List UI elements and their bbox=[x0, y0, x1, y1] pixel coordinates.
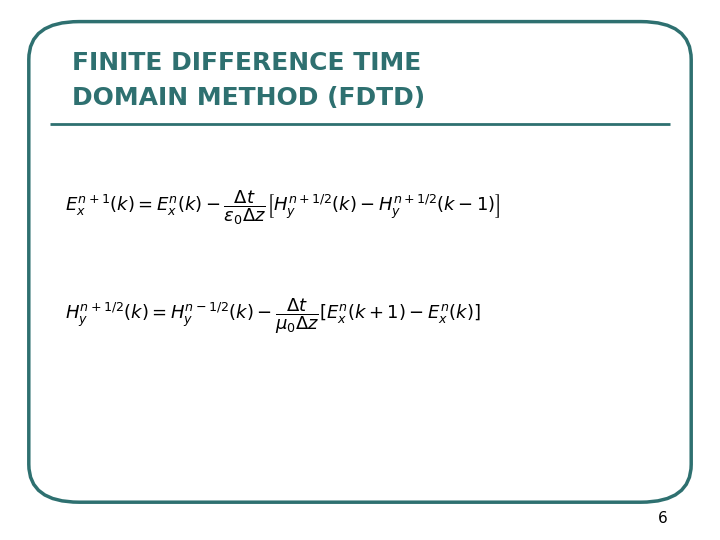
Text: FINITE DIFFERENCE TIME: FINITE DIFFERENCE TIME bbox=[72, 51, 421, 75]
Text: $H_y^{n+1/2}(k) = H_y^{n-1/2}(k) - \dfrac{\Delta t}{\mu_0 \Delta z}\left[E_x^{n}: $H_y^{n+1/2}(k) = H_y^{n-1/2}(k) - \dfra… bbox=[65, 296, 480, 336]
FancyBboxPatch shape bbox=[29, 22, 691, 502]
Text: $E_x^{n+1}(k) = E_x^{n}(k) - \dfrac{\Delta t}{\varepsilon_0 \Delta z}\left[H_y^{: $E_x^{n+1}(k) = E_x^{n}(k) - \dfrac{\Del… bbox=[65, 188, 500, 227]
Text: DOMAIN METHOD (FDTD): DOMAIN METHOD (FDTD) bbox=[72, 86, 425, 110]
Text: 6: 6 bbox=[657, 511, 667, 526]
